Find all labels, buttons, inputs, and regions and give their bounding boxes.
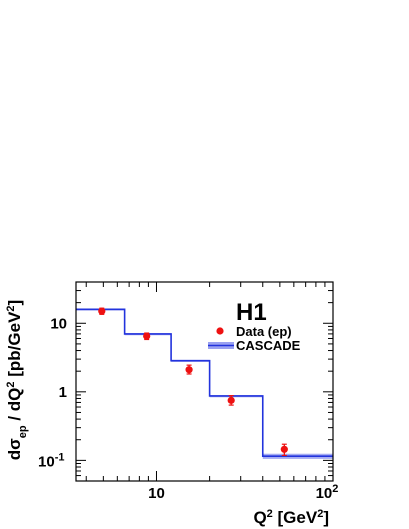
y-tick-label-2: 10 — [50, 315, 67, 332]
cascade-histogram-line — [76, 308, 333, 458]
x-tick-label-1: 102 — [316, 483, 339, 502]
data-point-1 — [143, 332, 151, 340]
legend-label-cascade: CASCADE — [236, 338, 301, 353]
data-point-2 — [185, 366, 193, 374]
x-axis-label: Q2 [GeV2] — [253, 508, 329, 527]
legend-marker-data — [216, 327, 224, 335]
plot-frame — [75, 281, 334, 482]
x-tick-label-0: 10 — [148, 485, 165, 502]
data-point-3 — [227, 396, 235, 404]
plot-area: 10 102 10-1 1 10 Q2 [GeV2] dσep / dQ2 [pb/GeV2… — [5, 281, 339, 527]
y-axis-label: dσep / dQ2 [pb/GeV2] — [5, 300, 29, 460]
legend-label-data: Data (ep) — [236, 324, 292, 339]
data-point-0 — [98, 307, 106, 315]
data-point-4 — [280, 445, 288, 453]
y-tick-label-1: 1 — [59, 384, 67, 401]
h1-logo: H1 — [236, 299, 267, 326]
y-tick-label-0: 10-1 — [38, 451, 64, 470]
